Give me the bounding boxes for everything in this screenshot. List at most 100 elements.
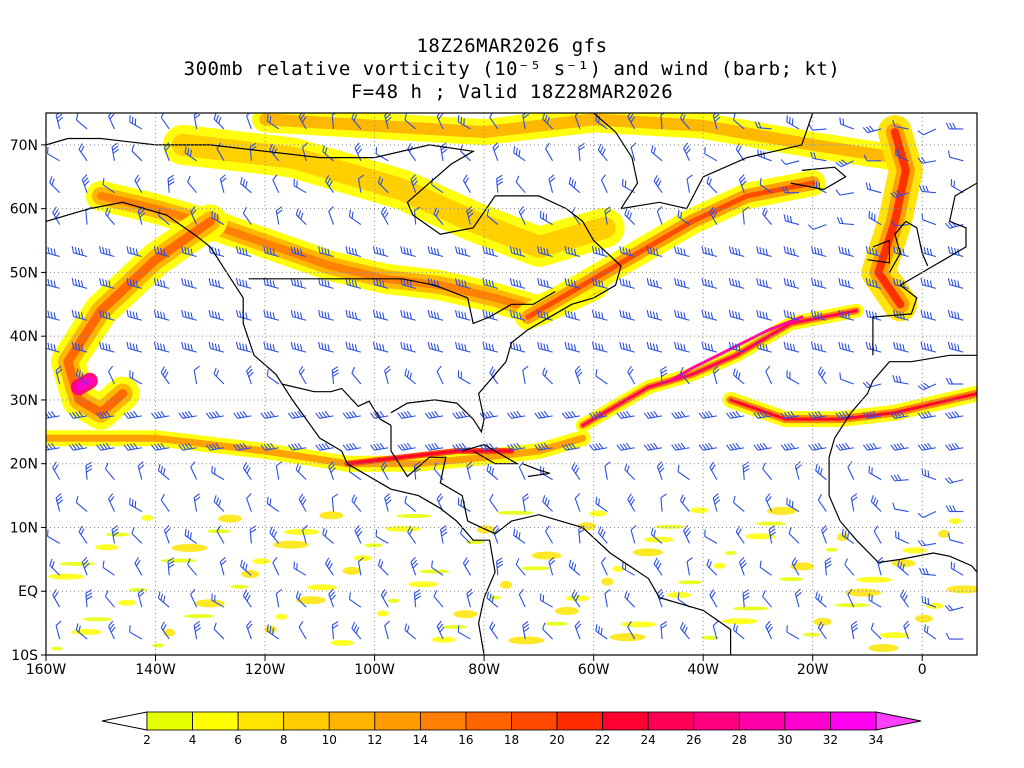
wind-barb bbox=[160, 493, 170, 512]
colorbar-swatch bbox=[328, 711, 376, 731]
colorbar-level-label: 32 bbox=[823, 733, 838, 747]
wind-barb bbox=[709, 461, 718, 480]
vorticity-speckle bbox=[82, 617, 113, 622]
wind-barb bbox=[462, 174, 471, 193]
border-us-canada bbox=[248, 278, 556, 325]
wind-barb bbox=[534, 442, 553, 451]
coastline-americas-west bbox=[46, 201, 496, 655]
wind-barb bbox=[184, 528, 197, 544]
wind-barb bbox=[482, 246, 498, 258]
wind-barb bbox=[455, 278, 471, 289]
vorticity-speckle bbox=[453, 610, 478, 619]
wind-barb bbox=[622, 561, 635, 576]
wind-barb-layer bbox=[46, 113, 964, 640]
colorbar: 2 4 6 8 10 12 14 16 18 20 22 24 26 28 30 32 34 bbox=[101, 711, 922, 747]
vorticity-speckle bbox=[520, 566, 551, 571]
wind-barb bbox=[704, 529, 718, 544]
vorticity-speckle bbox=[589, 510, 608, 517]
wind-barb bbox=[235, 246, 252, 258]
wind-barb bbox=[506, 442, 526, 451]
vorticity-core-pacific-low bbox=[74, 376, 94, 392]
wind-barb bbox=[762, 207, 773, 225]
wind-barb bbox=[850, 620, 859, 640]
wind-barb bbox=[410, 174, 419, 193]
wind-barb bbox=[466, 206, 474, 225]
wind-barb bbox=[55, 620, 62, 640]
colorbar-level-label: 18 bbox=[504, 733, 519, 747]
wind-barb bbox=[126, 309, 142, 321]
wind-barb bbox=[838, 246, 854, 258]
vorticity-speckle bbox=[500, 580, 513, 589]
wind-barb bbox=[870, 495, 882, 512]
wind-barb bbox=[108, 493, 115, 512]
wind-barb bbox=[923, 624, 937, 640]
colorbar-swatch bbox=[647, 711, 695, 731]
vorticity-speckle bbox=[307, 584, 338, 591]
wind-barb bbox=[181, 341, 197, 353]
wind-barb bbox=[791, 557, 800, 576]
wind-barb bbox=[354, 525, 363, 544]
wind-barb bbox=[808, 124, 827, 131]
x-tick-label: 120W bbox=[245, 662, 286, 678]
wind-barb bbox=[728, 246, 745, 258]
wind-barb bbox=[298, 621, 307, 640]
colorbar-level-label: 20 bbox=[549, 733, 564, 747]
wind-barb bbox=[153, 341, 170, 353]
wind-barb bbox=[865, 182, 882, 194]
wind-barb bbox=[753, 442, 772, 451]
wind-barb bbox=[71, 309, 88, 321]
vorticity-band-africa bbox=[729, 392, 977, 421]
x-tick-label: 100W bbox=[354, 662, 395, 678]
wind-barb bbox=[890, 474, 909, 482]
wind-barb bbox=[213, 495, 225, 512]
coastline-caribbean-south bbox=[390, 425, 732, 655]
wind-barb bbox=[404, 368, 417, 385]
wind-barb bbox=[55, 113, 64, 130]
wind-barb bbox=[187, 558, 198, 576]
wind-barb bbox=[153, 309, 170, 321]
wind-barb bbox=[102, 177, 115, 194]
wind-barb bbox=[561, 442, 581, 451]
x-tick-label: 140W bbox=[135, 662, 176, 678]
vorticity-speckle bbox=[118, 599, 137, 606]
wind-barb bbox=[49, 558, 61, 576]
wind-barb bbox=[841, 528, 855, 544]
wind-barb bbox=[674, 341, 690, 353]
wind-barb bbox=[263, 246, 279, 258]
wind-barb bbox=[534, 410, 553, 419]
wind-barb bbox=[701, 309, 718, 321]
wind-barb bbox=[945, 442, 964, 451]
wind-barb bbox=[246, 493, 252, 512]
vorticity-speckle bbox=[925, 602, 944, 609]
wind-barb bbox=[522, 620, 530, 640]
wind-barb bbox=[75, 368, 88, 385]
wind-barb bbox=[947, 533, 964, 544]
wind-barb bbox=[704, 147, 718, 162]
colorbar-over-arrow bbox=[875, 711, 922, 731]
wind-barb bbox=[571, 462, 581, 480]
vorticity-speckle bbox=[50, 646, 63, 651]
wind-barb bbox=[46, 310, 60, 321]
wind-barb bbox=[99, 278, 115, 289]
wind-barb bbox=[630, 142, 637, 161]
wind-barb bbox=[765, 493, 773, 512]
vorticity-speckle bbox=[543, 621, 568, 626]
wind-barb bbox=[564, 278, 581, 289]
wind-barb bbox=[756, 246, 772, 258]
wind-barb bbox=[674, 309, 690, 321]
vorticity-speckle bbox=[342, 566, 361, 575]
wind-barb bbox=[671, 410, 690, 419]
wind-barb bbox=[604, 206, 612, 225]
wind-barb bbox=[208, 278, 225, 289]
wind-barb bbox=[275, 206, 283, 225]
wind-barb bbox=[604, 588, 611, 608]
wind-barb bbox=[482, 309, 498, 321]
wind-barb bbox=[433, 207, 444, 225]
wind-barb bbox=[167, 174, 175, 193]
wind-barb bbox=[900, 589, 909, 608]
wind-barb bbox=[824, 557, 832, 576]
vorticity-speckle bbox=[171, 543, 208, 552]
wind-barb bbox=[160, 113, 170, 130]
wind-barb bbox=[917, 128, 937, 136]
wind-barb bbox=[701, 341, 718, 353]
